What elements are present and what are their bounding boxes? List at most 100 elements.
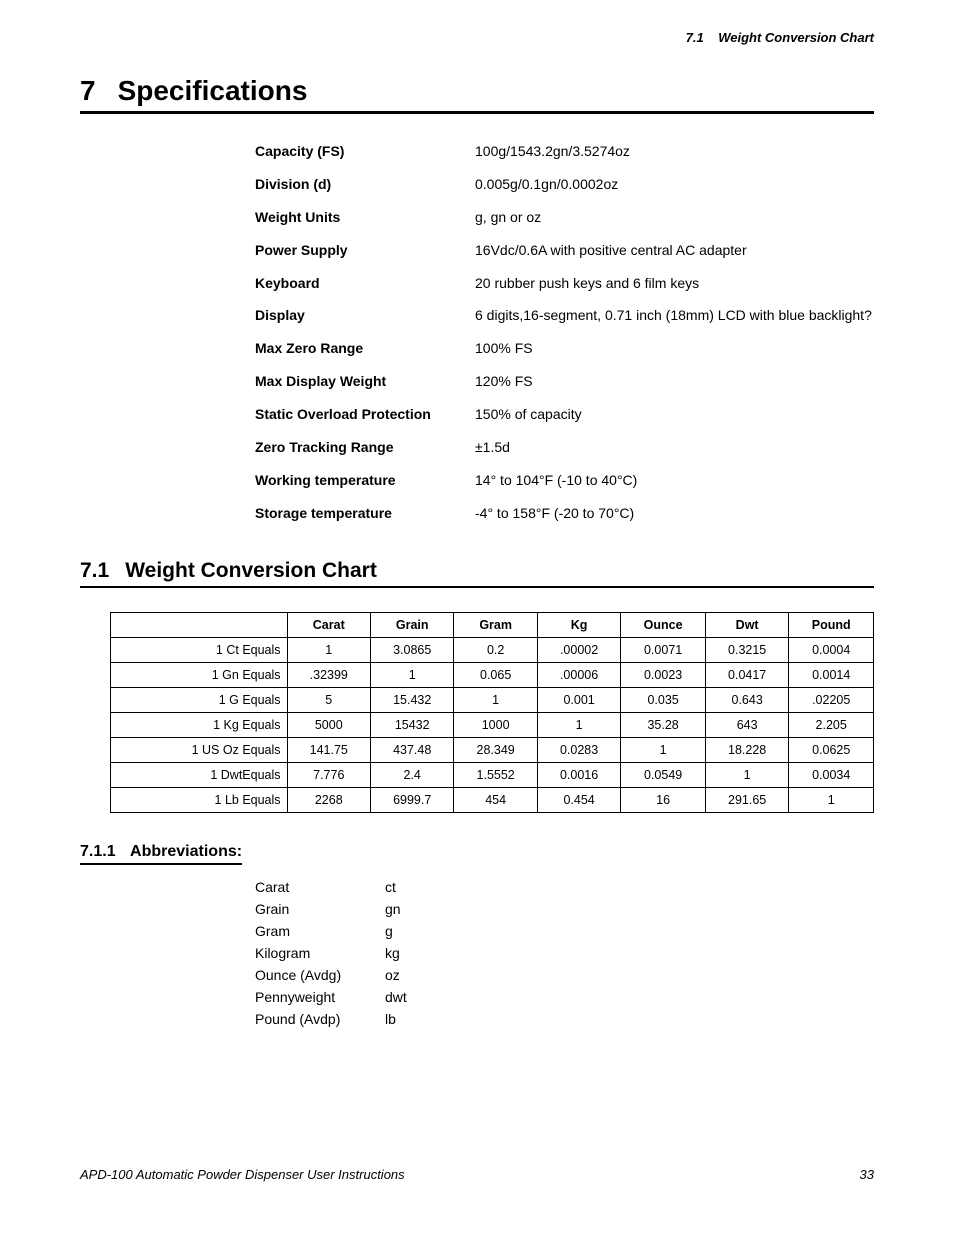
col-header: Grain	[370, 612, 453, 637]
spec-label: Power Supply	[255, 241, 475, 260]
cell: 0.0023	[621, 662, 706, 687]
cell: 291.65	[705, 787, 788, 812]
row-label: 1 Gn Equals	[111, 662, 288, 687]
cell: 0.035	[621, 687, 706, 712]
col-header: Carat	[287, 612, 370, 637]
spec-value: 16Vdc/0.6A with positive central AC adap…	[475, 241, 874, 260]
spec-value: -4° to 158°F (-20 to 70°C)	[475, 504, 874, 523]
spec-value: 120% FS	[475, 372, 874, 391]
cell: 5	[287, 687, 370, 712]
cell: 0.0417	[705, 662, 788, 687]
col-header: Pound	[789, 612, 874, 637]
spec-label: Storage temperature	[255, 504, 475, 523]
cell: 18.228	[705, 737, 788, 762]
spec-row: Weight Unitsg, gn or oz	[255, 208, 874, 227]
spec-value: 6 digits,16-segment, 0.71 inch (18mm) LC…	[475, 306, 874, 325]
spec-value: g, gn or oz	[475, 208, 874, 227]
abbr-row: Ounce (Avdg)oz	[255, 967, 874, 983]
abbr-code: oz	[385, 967, 400, 983]
cell: 0.643	[705, 687, 788, 712]
spec-row: Static Overload Protection150% of capaci…	[255, 405, 874, 424]
spec-row: Zero Tracking Range±1.5d	[255, 438, 874, 457]
cell: 15432	[370, 712, 453, 737]
cell: 1	[537, 712, 620, 737]
cell: 0.0549	[621, 762, 706, 787]
abbr-row: Graingn	[255, 901, 874, 917]
spec-value: 150% of capacity	[475, 405, 874, 424]
cell: 1	[621, 737, 706, 762]
footer-page-number: 33	[860, 1167, 874, 1182]
cell: 35.28	[621, 712, 706, 737]
specifications-list: Capacity (FS)100g/1543.2gn/3.5274oz Divi…	[255, 142, 874, 523]
cell: 28.349	[454, 737, 537, 762]
cell: 0.001	[537, 687, 620, 712]
cell: 6999.7	[370, 787, 453, 812]
spec-row: Power Supply16Vdc/0.6A with positive cen…	[255, 241, 874, 260]
cell: 1.5552	[454, 762, 537, 787]
spec-value: 20 rubber push keys and 6 film keys	[475, 274, 874, 293]
page-footer: APD-100 Automatic Powder Dispenser User …	[80, 1167, 874, 1182]
cell: 0.0034	[789, 762, 874, 787]
abbr-code: lb	[385, 1011, 396, 1027]
abbr-code: g	[385, 923, 393, 939]
col-header: Kg	[537, 612, 620, 637]
subsubsection-heading-wrap: 7.1.1 Abbreviations:	[80, 843, 874, 879]
row-label: 1 DwtEquals	[111, 762, 288, 787]
table-row: 1 US Oz Equals141.75437.4828.3490.028311…	[111, 737, 874, 762]
spec-value: 0.005g/0.1gn/0.0002oz	[475, 175, 874, 194]
spec-row: Display6 digits,16-segment, 0.71 inch (1…	[255, 306, 874, 325]
spec-label: Display	[255, 306, 475, 325]
row-label: 1 Lb Equals	[111, 787, 288, 812]
spec-label: Static Overload Protection	[255, 405, 475, 424]
spec-label: Division (d)	[255, 175, 475, 194]
header-section-title: Weight Conversion Chart	[718, 30, 874, 45]
abbr-name: Gram	[255, 923, 385, 939]
cell: 454	[454, 787, 537, 812]
spec-row: Storage temperature-4° to 158°F (-20 to …	[255, 504, 874, 523]
table-row: 1 Gn Equals.3239910.065.000060.00230.041…	[111, 662, 874, 687]
spec-row: Keyboard20 rubber push keys and 6 film k…	[255, 274, 874, 293]
cell: .32399	[287, 662, 370, 687]
subsection-title: Weight Conversion Chart	[125, 559, 377, 583]
subsection-heading: 7.1 Weight Conversion Chart	[80, 559, 874, 588]
abbreviations-list: Caratct Graingn Gramg Kilogramkg Ounce (…	[255, 879, 874, 1027]
row-label: 1 G Equals	[111, 687, 288, 712]
spec-row: Working temperature14° to 104°F (-10 to …	[255, 471, 874, 490]
cell: 0.0283	[537, 737, 620, 762]
cell: 0.3215	[705, 637, 788, 662]
subsubsection-title: Abbreviations:	[130, 843, 242, 860]
cell: .00006	[537, 662, 620, 687]
cell: 0.0014	[789, 662, 874, 687]
running-header: 7.1 Weight Conversion Chart	[80, 30, 874, 45]
abbr-name: Pound (Avdp)	[255, 1011, 385, 1027]
abbr-code: ct	[385, 879, 396, 895]
cell: 0.2	[454, 637, 537, 662]
spec-row: Max Display Weight120% FS	[255, 372, 874, 391]
spec-row: Max Zero Range100% FS	[255, 339, 874, 358]
subsubsection-number: 7.1.1	[80, 843, 116, 860]
spec-value: 100g/1543.2gn/3.5274oz	[475, 142, 874, 161]
abbr-name: Ounce (Avdg)	[255, 967, 385, 983]
table-row: 1 Ct Equals13.08650.2.000020.00710.32150…	[111, 637, 874, 662]
abbr-code: gn	[385, 901, 401, 917]
abbr-row: Caratct	[255, 879, 874, 895]
footer-doc-title: APD-100 Automatic Powder Dispenser User …	[80, 1167, 405, 1182]
row-label: 1 Kg Equals	[111, 712, 288, 737]
cell: 1	[454, 687, 537, 712]
table-header-row: Carat Grain Gram Kg Ounce Dwt Pound	[111, 612, 874, 637]
cell: 0.065	[454, 662, 537, 687]
subsection-number: 7.1	[80, 559, 109, 583]
abbr-row: Pound (Avdp)lb	[255, 1011, 874, 1027]
spec-label: Keyboard	[255, 274, 475, 293]
spec-label: Max Display Weight	[255, 372, 475, 391]
section-heading: 7 Specifications	[80, 75, 874, 114]
page: 7.1 Weight Conversion Chart 7 Specificat…	[0, 0, 954, 1222]
abbr-name: Carat	[255, 879, 385, 895]
col-header	[111, 612, 288, 637]
table-row: 1 Lb Equals22686999.74540.45416291.651	[111, 787, 874, 812]
table-body: 1 Ct Equals13.08650.2.000020.00710.32150…	[111, 637, 874, 812]
spec-value: ±1.5d	[475, 438, 874, 457]
spec-row: Division (d)0.005g/0.1gn/0.0002oz	[255, 175, 874, 194]
spec-label: Weight Units	[255, 208, 475, 227]
spec-label: Capacity (FS)	[255, 142, 475, 161]
